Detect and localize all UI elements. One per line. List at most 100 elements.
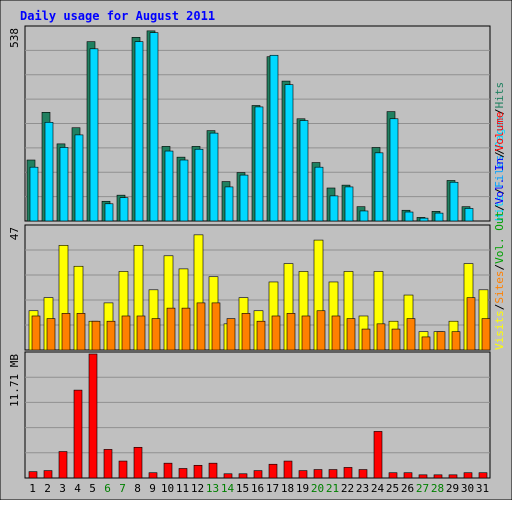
- sites-bar: [346, 318, 356, 351]
- volume-bar: [178, 468, 188, 479]
- x-tick-label: 22: [341, 482, 354, 495]
- x-tick-label: 4: [74, 482, 81, 495]
- files-bar: [464, 208, 474, 222]
- sites-bar: [421, 336, 431, 351]
- panel-legend: Visits/Sites/Vol. Out/Vol. In/Volume: [493, 112, 506, 350]
- volume-bar: [478, 472, 488, 479]
- x-tick-label: 30: [461, 482, 474, 495]
- legend-entry: /: [493, 151, 506, 158]
- files-bar: [299, 120, 309, 222]
- x-tick-label: 28: [431, 482, 444, 495]
- legend-entry: Files: [493, 155, 506, 188]
- files-bar: [314, 166, 324, 222]
- volume-bar: [88, 353, 98, 479]
- sites-bar: [106, 320, 116, 351]
- x-tick-label: 1: [29, 482, 36, 495]
- volume-bar: [43, 470, 53, 479]
- volume-bar: [433, 474, 443, 479]
- sites-bar: [436, 331, 446, 351]
- volume-bar: [388, 472, 398, 479]
- files-bar: [269, 54, 279, 222]
- files-bar: [344, 186, 354, 222]
- x-tick-label: 18: [281, 482, 294, 495]
- volume-bar: [73, 389, 83, 479]
- x-tick-label: 20: [311, 482, 324, 495]
- volume-bar: [28, 471, 38, 479]
- legend-entry: /: [493, 148, 506, 155]
- sites-bar: [166, 307, 176, 351]
- x-tick-label: 31: [476, 482, 489, 495]
- panel-max-label: 11.71 MB: [8, 354, 21, 407]
- panels-layer: 538Hits/Files/Pages/Hits47Visits/Sites/V…: [8, 25, 506, 479]
- x-tick-label: 19: [296, 482, 309, 495]
- sites-bar: [316, 310, 326, 351]
- volume-bar: [448, 474, 458, 479]
- volume-bar: [103, 449, 113, 479]
- sites-bar: [151, 318, 161, 351]
- files-bar: [149, 32, 159, 222]
- legend-entry: Sites: [493, 271, 506, 304]
- files-bar: [434, 212, 444, 222]
- files-bar: [89, 48, 99, 222]
- x-tick-label: 14: [221, 482, 235, 495]
- volume-bar: [133, 446, 143, 479]
- volume-bar: [463, 472, 473, 479]
- legend-entry: Vol. In: [493, 158, 506, 204]
- x-tick-label: 29: [446, 482, 459, 495]
- files-bar: [179, 159, 189, 222]
- sites-bar: [301, 315, 311, 351]
- x-tick-label: 17: [266, 482, 279, 495]
- legend-entry: Hits: [493, 82, 506, 109]
- x-tick-label: 10: [161, 482, 174, 495]
- files-bar: [449, 181, 459, 222]
- volume-bar: [148, 472, 158, 479]
- panel-3: 11.71 MB: [8, 351, 491, 479]
- sites-bar: [376, 323, 386, 351]
- x-tick-label: 12: [191, 482, 204, 495]
- volume-bar: [58, 451, 68, 479]
- files-bar: [284, 84, 294, 222]
- x-tick-label: 23: [356, 482, 369, 495]
- sites-bar: [271, 315, 281, 351]
- legend-entry: Pages: [493, 115, 506, 148]
- volume-bar: [163, 462, 173, 479]
- files-bar: [104, 203, 114, 222]
- files-bar: [29, 166, 39, 222]
- legend-entry: Hits: [493, 195, 506, 222]
- x-tick-label: 6: [104, 482, 111, 495]
- files-bar: [224, 186, 234, 222]
- panel-max-label: 538: [8, 28, 21, 48]
- sites-bar: [391, 328, 401, 351]
- x-tick-label: 5: [89, 482, 96, 495]
- chart-title: Daily usage for August 2011: [20, 9, 215, 23]
- sites-bar: [451, 331, 461, 351]
- sites-bar: [211, 302, 221, 351]
- volume-bar: [328, 469, 338, 479]
- x-tick-label: 9: [149, 482, 156, 495]
- sites-bar: [121, 315, 131, 351]
- volume-bar: [193, 464, 203, 479]
- files-bar: [389, 118, 399, 222]
- files-bar: [194, 148, 204, 222]
- panel-legend: Hits/Files/Pages/Hits: [493, 82, 506, 221]
- legend-entry: /: [493, 304, 506, 311]
- sites-bar: [226, 318, 236, 351]
- volume-bar: [253, 470, 263, 479]
- x-axis-labels: 1 2 3 4 5 6 7 8 9 10 11 12 13 14 15 16 17 18 19 20 21 22 23 24 2…: [29, 482, 489, 495]
- sites-bar: [91, 320, 101, 351]
- sites-bar: [241, 313, 251, 351]
- sites-bar: [286, 313, 296, 351]
- sites-bar: [196, 302, 206, 351]
- sites-bar: [481, 318, 491, 351]
- volume-bar: [418, 474, 428, 479]
- x-tick-label: 24: [371, 482, 385, 495]
- x-tick-label: 2: [44, 482, 51, 495]
- sites-bar: [466, 297, 476, 351]
- sites-bar: [61, 313, 71, 351]
- x-tick-label: 11: [176, 482, 189, 495]
- files-bar: [119, 197, 129, 222]
- x-tick-label: 13: [206, 482, 219, 495]
- files-bar: [419, 217, 429, 222]
